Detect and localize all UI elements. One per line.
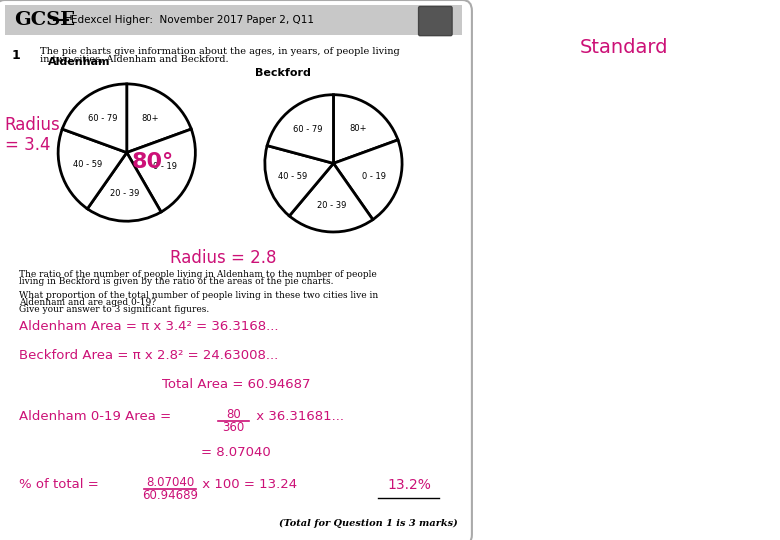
Text: 8.07040: 8.07040 — [146, 476, 194, 489]
Text: 60 - 79: 60 - 79 — [292, 125, 322, 134]
Text: = 8.07040: = 8.07040 — [201, 446, 271, 458]
Text: Give your answer to 3 significant figures.: Give your answer to 3 significant figure… — [19, 305, 209, 314]
Text: living in Beckford is given by the ratio of the areas of the pie charts.: living in Beckford is given by the ratio… — [19, 277, 333, 286]
FancyBboxPatch shape — [419, 6, 452, 36]
Wedge shape — [126, 84, 191, 153]
Wedge shape — [58, 129, 126, 209]
FancyBboxPatch shape — [5, 5, 463, 35]
Text: 0 - 19: 0 - 19 — [362, 172, 386, 181]
Text: Radius
= 3.4: Radius = 3.4 — [5, 116, 61, 154]
Text: 20 - 39: 20 - 39 — [317, 201, 346, 211]
Text: 40 - 59: 40 - 59 — [73, 160, 102, 170]
Text: Edexcel Higher:  November 2017 Paper 2, Q11: Edexcel Higher: November 2017 Paper 2, Q… — [71, 15, 314, 25]
Text: Total Area = 60.94687: Total Area = 60.94687 — [161, 378, 310, 391]
Text: Aldenham and are aged 0-19?: Aldenham and are aged 0-19? — [19, 298, 156, 307]
Text: 60 - 79: 60 - 79 — [88, 114, 118, 123]
Wedge shape — [333, 140, 402, 220]
FancyBboxPatch shape — [0, 0, 472, 540]
Text: 80+: 80+ — [349, 124, 367, 133]
Text: 80+: 80+ — [142, 114, 159, 123]
Text: 360: 360 — [222, 421, 245, 434]
Text: Beckford Area = π x 2.8² = 24.63008...: Beckford Area = π x 2.8² = 24.63008... — [19, 349, 278, 362]
Wedge shape — [62, 84, 126, 153]
Text: 40 - 59: 40 - 59 — [278, 172, 307, 181]
Text: 20 - 39: 20 - 39 — [110, 189, 140, 198]
Text: Aldenham 0-19 Area =: Aldenham 0-19 Area = — [19, 410, 176, 423]
Text: x 36.31681...: x 36.31681... — [251, 410, 343, 423]
Text: Radius = 2.8: Radius = 2.8 — [170, 249, 276, 267]
Text: 1: 1 — [12, 49, 20, 62]
Wedge shape — [265, 146, 333, 216]
Text: Beckford: Beckford — [254, 68, 310, 78]
Text: The ratio of the number of people living in Aldenham to the number of people: The ratio of the number of people living… — [19, 270, 377, 279]
Text: What proportion of the total number of people living in these two cities live in: What proportion of the total number of p… — [19, 291, 378, 300]
Wedge shape — [126, 129, 195, 212]
Text: (Total for Question 1 is 3 marks): (Total for Question 1 is 3 marks) — [279, 518, 458, 528]
Wedge shape — [268, 94, 333, 163]
Text: x 100 = 13.24: x 100 = 13.24 — [198, 478, 297, 491]
Text: Standard: Standard — [580, 38, 668, 57]
Text: Aldenham Area = π x 3.4² = 36.3168...: Aldenham Area = π x 3.4² = 36.3168... — [19, 320, 278, 333]
Wedge shape — [87, 153, 161, 221]
Wedge shape — [289, 163, 373, 232]
Wedge shape — [333, 94, 398, 163]
Text: in two cities, Aldenham and Beckford.: in two cities, Aldenham and Beckford. — [40, 55, 229, 64]
Text: 60.94689: 60.94689 — [142, 489, 198, 502]
Text: The pie charts give information about the ages, in years, of people living: The pie charts give information about th… — [40, 47, 400, 56]
Text: Aldenham: Aldenham — [48, 57, 110, 67]
Text: 13.2%: 13.2% — [387, 478, 431, 492]
Text: 80°: 80° — [131, 152, 174, 172]
Text: 0 - 19: 0 - 19 — [154, 162, 177, 171]
Text: % of total =: % of total = — [19, 478, 103, 491]
Text: GCSE: GCSE — [14, 11, 76, 29]
Text: 80: 80 — [226, 408, 241, 421]
